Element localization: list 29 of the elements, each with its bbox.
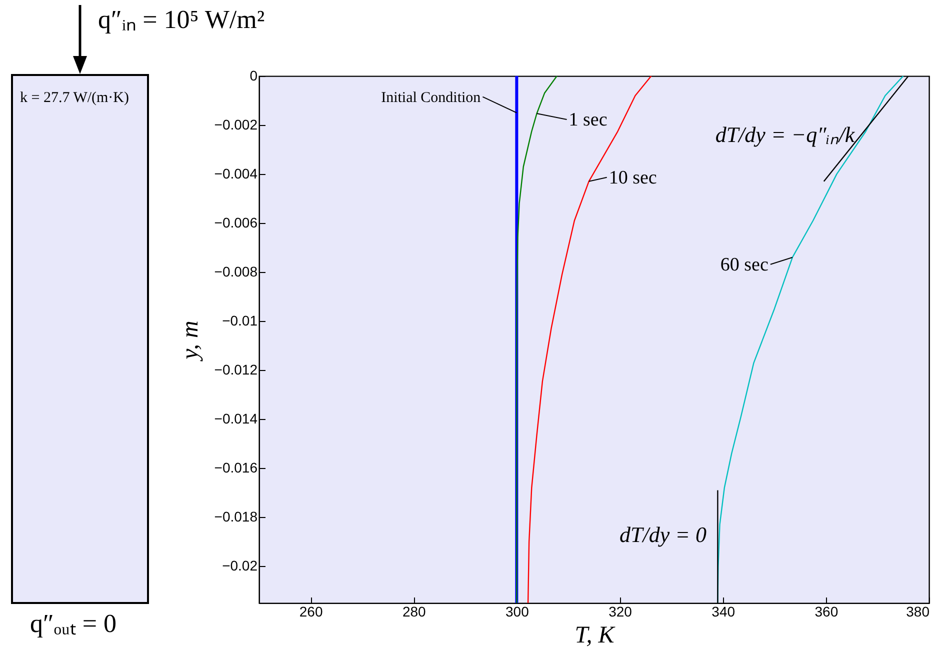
y-tick-label: −0.014 bbox=[214, 410, 258, 427]
annotation: dT/dy = −q″ᵢₙ/k bbox=[715, 122, 855, 148]
text: q″ₒᵤₜ = 0 bbox=[30, 609, 117, 639]
y-tick-label: −0.018 bbox=[214, 508, 258, 525]
x-tick-label: 320 bbox=[608, 604, 632, 620]
x-axis-title: T, K bbox=[574, 622, 616, 648]
x-tick-label: 360 bbox=[814, 604, 838, 620]
y-tick-label: −0.006 bbox=[214, 214, 258, 231]
y-tick-label: −0.008 bbox=[214, 264, 258, 280]
series-label: 10 sec bbox=[608, 167, 657, 188]
x-tick-label: 280 bbox=[402, 604, 426, 620]
x-tick-label: 380 bbox=[906, 604, 930, 620]
series-label: 60 sec bbox=[720, 254, 768, 276]
y-tick-label: −0.01 bbox=[222, 312, 258, 329]
x-tick-label: 300 bbox=[506, 604, 530, 620]
y-tick-label: 0 bbox=[250, 68, 258, 84]
annotation: dT/dy = 0 bbox=[620, 522, 706, 548]
y-tick-label: −0.004 bbox=[214, 166, 258, 182]
series-label: 1 sec bbox=[568, 110, 608, 131]
x-tick-label: 260 bbox=[299, 604, 323, 620]
x-tick-label: 340 bbox=[712, 604, 736, 620]
text: k = 27.7 W/(m·K) bbox=[20, 90, 129, 106]
y-tick-label: −0.012 bbox=[214, 362, 258, 378]
y-tick-label: −0.002 bbox=[214, 116, 258, 133]
text: Initial Condition bbox=[381, 90, 482, 106]
y-tick-label: −0.016 bbox=[214, 460, 258, 476]
text: q″ᵢₙ = 10⁵ W/m² bbox=[98, 5, 265, 35]
y-tick-label: −0.02 bbox=[222, 558, 258, 574]
y-axis-title: y, m bbox=[177, 320, 204, 362]
